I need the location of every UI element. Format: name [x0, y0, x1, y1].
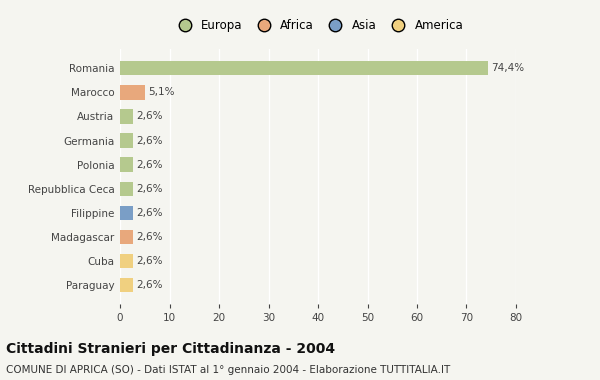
Text: 2,6%: 2,6% [136, 208, 163, 218]
Text: 2,6%: 2,6% [136, 111, 163, 122]
Bar [120, 254, 133, 268]
Text: 2,6%: 2,6% [136, 160, 163, 169]
Bar [120, 206, 133, 220]
Text: 2,6%: 2,6% [136, 232, 163, 242]
Text: 5,1%: 5,1% [148, 87, 175, 97]
Text: 2,6%: 2,6% [136, 184, 163, 194]
Text: 2,6%: 2,6% [136, 280, 163, 290]
Bar [120, 182, 133, 196]
Text: 2,6%: 2,6% [136, 136, 163, 146]
Bar [120, 230, 133, 244]
Bar [120, 109, 133, 124]
Bar [120, 157, 133, 172]
Bar [120, 61, 488, 76]
Bar [120, 278, 133, 293]
Text: 74,4%: 74,4% [491, 63, 524, 73]
Bar [120, 133, 133, 148]
Text: Cittadini Stranieri per Cittadinanza - 2004: Cittadini Stranieri per Cittadinanza - 2… [6, 342, 335, 356]
Bar [120, 85, 145, 100]
Text: COMUNE DI APRICA (SO) - Dati ISTAT al 1° gennaio 2004 - Elaborazione TUTTITALIA.: COMUNE DI APRICA (SO) - Dati ISTAT al 1°… [6, 365, 450, 375]
Text: 2,6%: 2,6% [136, 256, 163, 266]
Legend: Europa, Africa, Asia, America: Europa, Africa, Asia, America [168, 14, 468, 37]
